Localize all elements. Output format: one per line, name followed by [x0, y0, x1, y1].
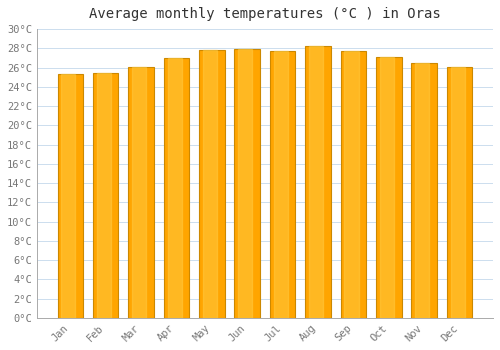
Bar: [412, 63, 437, 318]
Bar: [274, 51, 287, 318]
Bar: [306, 47, 331, 318]
Bar: [128, 66, 154, 318]
Bar: [62, 74, 76, 318]
Bar: [238, 49, 252, 318]
Bar: [340, 51, 366, 318]
Bar: [234, 49, 260, 318]
Bar: [416, 63, 430, 318]
Bar: [132, 66, 146, 318]
Bar: [164, 58, 189, 318]
Bar: [380, 57, 394, 318]
Title: Average monthly temperatures (°C ) in Oras: Average monthly temperatures (°C ) in Or…: [89, 7, 441, 21]
Bar: [203, 50, 217, 318]
Bar: [58, 74, 83, 318]
Bar: [447, 66, 472, 318]
Bar: [93, 74, 118, 318]
Bar: [450, 66, 464, 318]
Bar: [199, 50, 224, 318]
Bar: [376, 57, 402, 318]
Bar: [270, 51, 295, 318]
Bar: [168, 58, 181, 318]
Bar: [344, 51, 358, 318]
Bar: [309, 47, 323, 318]
Bar: [97, 74, 111, 318]
